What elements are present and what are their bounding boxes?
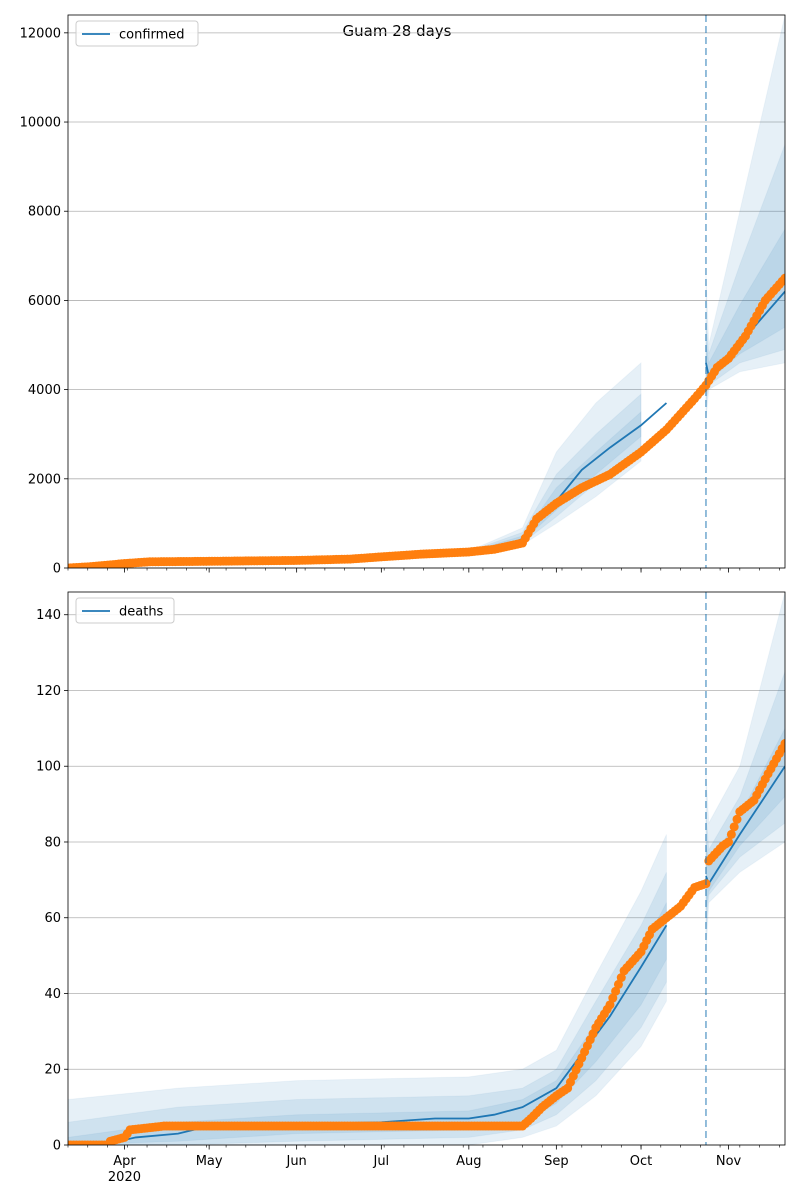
observed-point — [726, 829, 736, 839]
y-tick-label: 80 — [44, 835, 61, 850]
plot-area — [68, 592, 785, 1145]
legend: confirmed — [75, 20, 199, 47]
observed-point — [729, 822, 739, 832]
y-tick-label: 0 — [53, 562, 61, 577]
axes-frame — [67, 591, 786, 1146]
legend-label: deaths — [119, 605, 164, 620]
observed-point — [608, 993, 618, 1003]
y-tick-label: 6000 — [28, 294, 61, 309]
y-tick-label: 4000 — [28, 383, 61, 398]
plot-area — [68, 15, 785, 568]
y-tick-label: 40 — [44, 987, 61, 1002]
confirmed-chart: 0 2000 4000 6000 8000 10000 12000 confirmed — [20, 14, 786, 577]
x-tick-label: Apr — [113, 1154, 136, 1169]
observed-point — [780, 739, 785, 749]
x-tick-sublabel: 2020 — [108, 1170, 141, 1185]
uncertainty-band — [705, 592, 785, 956]
figure-title: Guam 28 days — [343, 22, 452, 40]
observed-point — [616, 973, 626, 983]
observed-point — [732, 814, 742, 824]
x-tick-label: Oct — [630, 1154, 652, 1169]
x-tick-label: May — [196, 1154, 223, 1169]
observed-point — [613, 979, 623, 989]
y-tick-label: 10000 — [20, 116, 61, 131]
x-tick-label: Aug — [456, 1154, 481, 1169]
y-tick-label: 100 — [36, 760, 61, 775]
observed-point — [724, 837, 734, 847]
legend-box — [75, 597, 175, 624]
y-tick-label: 120 — [36, 684, 61, 699]
legend-label: confirmed — [119, 28, 185, 43]
legend: deaths — [75, 597, 175, 624]
uncertainty-band — [68, 834, 667, 1145]
axes-frame — [67, 14, 786, 569]
uncertainty-band — [705, 144, 785, 404]
y-tick-label: 12000 — [20, 26, 61, 41]
uncertainty-band — [705, 15, 785, 421]
y-tick-label: 2000 — [28, 472, 61, 487]
observed-point — [605, 1000, 615, 1010]
y-tick-label: 140 — [36, 608, 61, 623]
x-tick-label: Jun — [285, 1154, 306, 1169]
observed-point — [611, 986, 621, 996]
y-tick-label: 8000 — [28, 205, 61, 220]
x-tick-label: Jul — [372, 1154, 389, 1169]
observed-point — [780, 273, 785, 283]
y-tick-label: 60 — [44, 911, 61, 926]
legend-box — [75, 20, 199, 47]
uncertainty-band — [68, 872, 667, 1145]
y-tick-label: 0 — [53, 1139, 61, 1154]
uncertainty-band — [68, 902, 667, 1145]
x-tick-label: Sep — [544, 1154, 569, 1169]
model-line — [68, 924, 668, 1145]
x-tick-label: Nov — [716, 1154, 742, 1169]
y-tick-label: 20 — [44, 1063, 61, 1078]
deaths-chart: 0 20 40 60 80 100 120 140 Apr May Jun Jul Aug Sep Oct N… — [36, 591, 786, 1185]
